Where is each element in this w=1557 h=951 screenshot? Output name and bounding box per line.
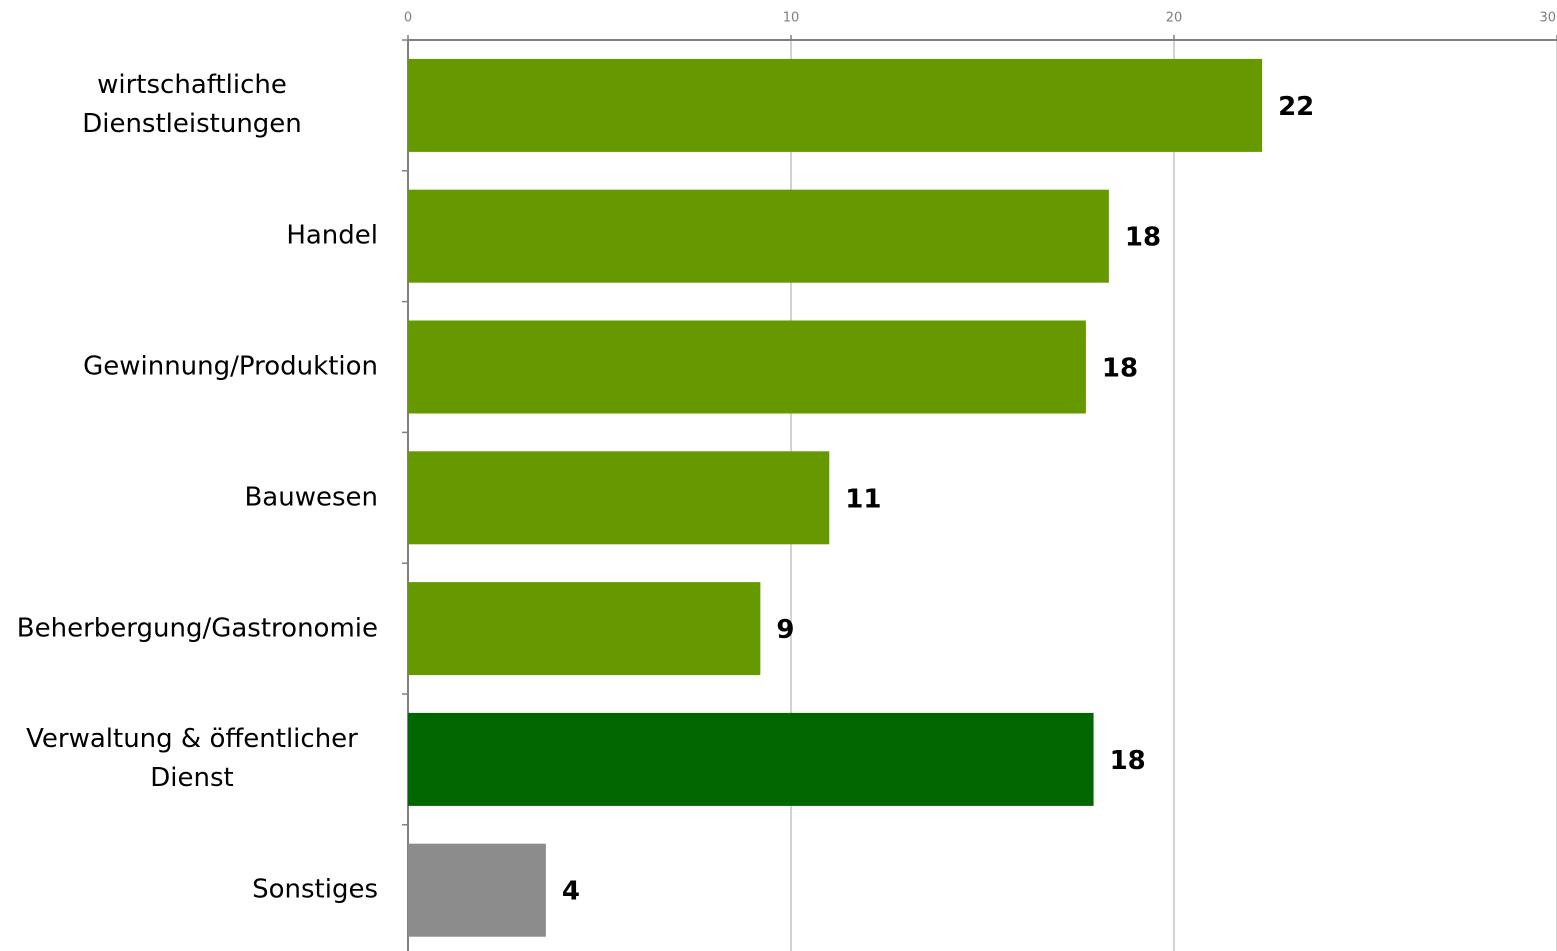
category-text: Handel (286, 220, 378, 251)
data-label: 22 (1278, 92, 1314, 122)
category-label: Verwaltung & öffentlicher Dienst (0, 720, 378, 798)
category-label: Gewinnung/Produktion (0, 348, 378, 387)
bar (408, 582, 761, 676)
bar (408, 843, 546, 937)
category-label: Bauwesen (0, 478, 378, 517)
category-label: Handel (0, 217, 378, 256)
data-label: 18 (1125, 223, 1161, 253)
data-label: 11 (845, 484, 881, 514)
x-tick-label: 20 (1166, 11, 1183, 26)
data-label: 9 (776, 615, 794, 645)
bar (408, 712, 1094, 806)
bar (408, 320, 1086, 414)
category-text: wirtschaftliche Dienstleistungen (82, 70, 302, 140)
category-text: Bauwesen (244, 482, 378, 513)
category-label: wirtschaftliche Dienstleistungen (0, 66, 378, 144)
x-tick-label: 0 (404, 11, 412, 26)
category-text: Beherbergung/Gastronomie (16, 613, 378, 644)
category-label: Beherbergung/Gastronomie (0, 609, 378, 648)
bar (408, 58, 1263, 152)
x-tick-label: 10 (783, 11, 800, 26)
category-label: Sonstiges (0, 871, 378, 910)
data-label: 18 (1110, 746, 1146, 776)
category-text: Sonstiges (252, 874, 378, 905)
category-text: Gewinnung/Produktion (83, 351, 378, 382)
x-tick-label: 30 (1539, 11, 1556, 26)
data-label: 4 (562, 877, 580, 907)
category-text: Verwaltung & öffentlicher Dienst (26, 724, 358, 794)
bar (408, 451, 830, 545)
bar (408, 189, 1109, 283)
data-label: 18 (1102, 354, 1138, 384)
